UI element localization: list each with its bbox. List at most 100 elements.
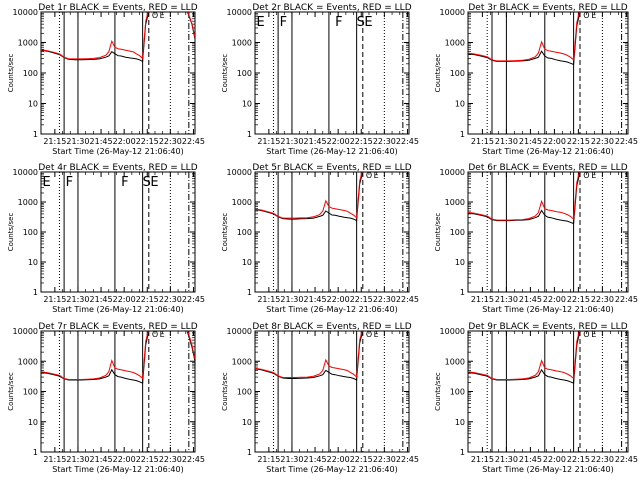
annotation-marker: O [583, 171, 589, 180]
x-tick-label: 22:45 [396, 455, 419, 464]
annotation-letter: E [150, 175, 158, 190]
y-tick-label: 1 [33, 448, 38, 457]
y-tick-label: 1000 [18, 39, 38, 48]
y-axis-label: Counts/sec [221, 54, 229, 93]
y-tick-label: 100 [450, 228, 465, 237]
x-tick-label: 22:45 [182, 455, 205, 464]
x-tick-label: 21:15 [43, 455, 66, 464]
y-tick-label: 10 [242, 258, 252, 267]
x-tick-label: 21:15 [257, 295, 280, 304]
annotation-letter: E [364, 15, 372, 30]
y-tick-label: 10 [455, 418, 465, 427]
panel-title: Det 8r BLACK = Events, RED = LLD [252, 322, 411, 332]
y-tick-label: 100 [450, 69, 465, 78]
x-tick-label: 22:00 [327, 295, 350, 304]
x-tick-label: 22:15 [136, 455, 159, 464]
x-tick-label: 21:30 [66, 295, 89, 304]
x-tick-label: 21:45 [519, 455, 542, 464]
x-tick-label: 22:45 [615, 455, 638, 464]
x-tick-label: 22:15 [567, 455, 590, 464]
y-tick-label: 10000 [440, 8, 465, 17]
panel-6: Det 6r BLACK = Events, RED = LLD 1 10 100 10… [434, 163, 638, 314]
y-tick-label: 1 [460, 288, 465, 297]
annotation-marker: O [366, 171, 372, 180]
y-tick-label: 10000 [440, 168, 465, 177]
y-tick-label: 1000 [232, 39, 252, 48]
x-tick-label: 21:15 [43, 137, 66, 146]
panel-title: Det 9r BLACK = Events, RED = LLD [468, 322, 627, 332]
x-tick-label: 21:15 [257, 137, 280, 146]
y-tick-label: 10 [28, 258, 38, 267]
x-axis-label: Start Time (26-May-12 21:06:40) [266, 305, 397, 314]
annotation-marker: O [152, 330, 158, 339]
x-axis-label: Start Time (26-May-12 21:06:40) [482, 465, 613, 474]
x-tick-label: 22:45 [182, 137, 205, 146]
y-tick-label: 10 [242, 100, 252, 109]
annotation-letter: F [335, 15, 342, 30]
panel-4: Det 4r BLACK = Events, RED = LLD 1 10 100 10… [7, 163, 205, 314]
y-tick-label: 10000 [13, 8, 38, 17]
annotation-marker: E [160, 330, 165, 339]
panel-title: Det 5r BLACK = Events, RED = LLD [252, 163, 411, 173]
x-tick-label: 21:30 [280, 137, 303, 146]
y-tick-label: 1000 [18, 198, 38, 207]
annotation-marker: O [366, 330, 372, 339]
y-axis-label: Counts/sec [7, 54, 15, 93]
series-line-lld [468, 172, 580, 221]
x-tick-label: 21:30 [495, 295, 518, 304]
annotation-marker: O [152, 11, 158, 20]
x-tick-label: 22:30 [373, 295, 396, 304]
x-tick-label: 22:00 [543, 455, 566, 464]
series-line-events [41, 12, 195, 63]
x-tick-label: 21:15 [471, 455, 494, 464]
x-tick-label: 22:45 [182, 295, 205, 304]
x-axis-label: Start Time (26-May-12 21:06:40) [266, 465, 397, 474]
series-line-lld [41, 12, 195, 60]
annotation-letter: E [43, 175, 51, 190]
x-tick-label: 22:30 [159, 137, 182, 146]
y-axis-label: Counts/sec [7, 372, 15, 411]
panel-title: Det 7r BLACK = Events, RED = LLD [38, 322, 197, 332]
panel-7: Det 7r BLACK = Events, RED = LLD 1 10 100 10… [7, 322, 205, 474]
annotation-letter: F [121, 175, 128, 190]
x-tick-label: 22:30 [159, 295, 182, 304]
y-axis-label: Counts/sec [434, 54, 442, 93]
x-tick-label: 21:45 [90, 455, 113, 464]
x-axis-label: Start Time (26-May-12 21:06:40) [52, 305, 183, 314]
y-tick-label: 1000 [445, 39, 465, 48]
y-tick-label: 10000 [440, 327, 465, 336]
y-axis-label: Counts/sec [221, 213, 229, 252]
x-tick-label: 22:00 [543, 137, 566, 146]
y-tick-label: 1 [460, 130, 465, 139]
x-axis-label: Start Time (26-May-12 21:06:40) [266, 147, 397, 156]
y-tick-label: 100 [450, 388, 465, 397]
y-tick-label: 100 [23, 69, 38, 78]
x-tick-label: 22:45 [396, 295, 419, 304]
x-tick-label: 22:00 [113, 455, 136, 464]
y-axis-label: Counts/sec [434, 372, 442, 411]
annotation-marker: E [591, 171, 596, 180]
panel-title: Det 3r BLACK = Events, RED = LLD [468, 3, 627, 13]
y-axis-label: Counts/sec [221, 372, 229, 411]
y-tick-label: 10000 [227, 168, 252, 177]
y-tick-label: 1 [33, 130, 38, 139]
x-axis-label: Start Time (26-May-12 21:06:40) [52, 465, 183, 474]
annotation-marker: E [160, 11, 165, 20]
y-tick-label: 1 [247, 288, 252, 297]
y-axis-label: Counts/sec [434, 213, 442, 252]
x-tick-label: 21:30 [495, 137, 518, 146]
annotation-letter: F [66, 175, 73, 190]
x-tick-label: 22:45 [396, 137, 419, 146]
x-tick-label: 21:45 [519, 137, 542, 146]
x-tick-label: 22:15 [567, 295, 590, 304]
x-tick-label: 22:15 [136, 137, 159, 146]
x-tick-label: 22:00 [327, 455, 350, 464]
annotation-letter: F [280, 15, 287, 30]
x-tick-label: 22:15 [136, 295, 159, 304]
y-tick-label: 10 [455, 258, 465, 267]
y-tick-label: 1 [247, 130, 252, 139]
panel-3: Det 3r BLACK = Events, RED = LLD 1 10 100 10… [434, 3, 638, 156]
